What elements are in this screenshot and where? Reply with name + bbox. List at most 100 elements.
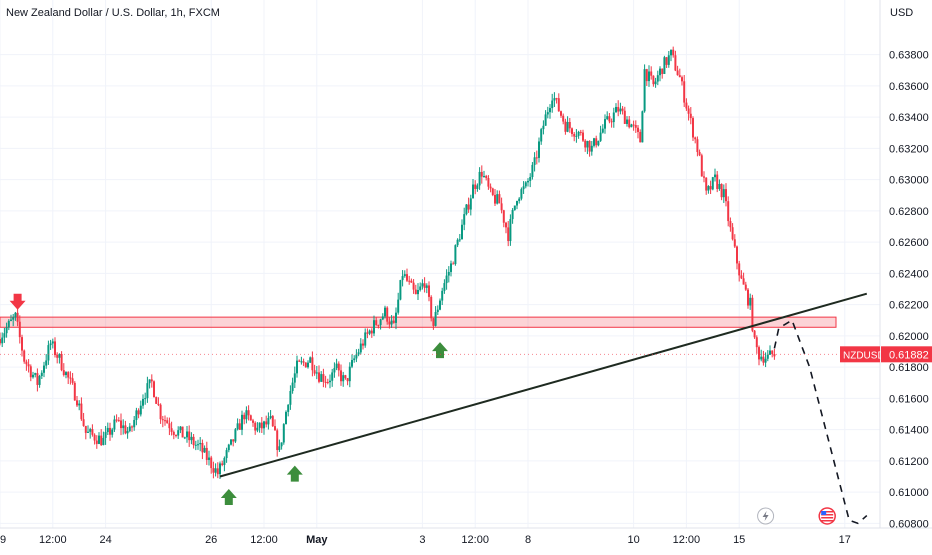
candle-body bbox=[326, 381, 329, 383]
candle bbox=[329, 374, 331, 389]
candle-body bbox=[665, 57, 668, 65]
candle bbox=[43, 361, 45, 378]
candle bbox=[414, 284, 417, 295]
candle-body bbox=[337, 363, 340, 371]
candle-body bbox=[104, 432, 107, 438]
candle bbox=[120, 413, 122, 436]
events[interactable] bbox=[757, 507, 836, 525]
candle bbox=[146, 376, 149, 403]
candle bbox=[260, 417, 263, 433]
candle-body bbox=[452, 263, 455, 265]
candle-body bbox=[285, 411, 287, 425]
candle-body bbox=[329, 380, 331, 383]
y-tick-label: 0.63400 bbox=[889, 112, 929, 124]
candle-body bbox=[608, 116, 611, 122]
candle-body bbox=[71, 378, 74, 383]
candle bbox=[307, 360, 309, 369]
candle bbox=[683, 75, 686, 107]
candle-body bbox=[564, 121, 567, 132]
candle bbox=[56, 352, 59, 364]
symbol-tag[interactable] bbox=[840, 346, 880, 363]
candle bbox=[417, 283, 419, 301]
x-axis[interactable]: 19 12:00 24 26 12:00 May 3 12:00 8 10 12:00 15 17 bbox=[0, 527, 932, 546]
candle-body bbox=[18, 321, 21, 338]
candle-body bbox=[419, 286, 422, 291]
candle-body bbox=[456, 239, 459, 246]
candle bbox=[676, 65, 679, 76]
candle-body bbox=[331, 372, 334, 381]
candle bbox=[665, 56, 668, 69]
candle bbox=[454, 244, 457, 266]
candle-body bbox=[573, 133, 576, 137]
candle-body bbox=[764, 358, 767, 363]
candle-body bbox=[82, 419, 85, 426]
candle-body bbox=[102, 437, 105, 446]
candle-body bbox=[381, 316, 384, 320]
candle-body bbox=[656, 75, 659, 82]
candle-body bbox=[216, 468, 219, 475]
candles bbox=[0, 46, 776, 480]
candle bbox=[564, 118, 567, 135]
candle-body bbox=[386, 307, 389, 322]
candle bbox=[430, 295, 433, 322]
candle bbox=[755, 335, 758, 354]
candle-body bbox=[230, 439, 232, 445]
candle bbox=[326, 378, 329, 385]
candle bbox=[148, 379, 151, 389]
candle bbox=[78, 400, 81, 411]
candle bbox=[296, 355, 298, 378]
down-arrow-icon bbox=[9, 293, 26, 310]
candle bbox=[500, 197, 503, 214]
candle bbox=[571, 127, 573, 137]
candle bbox=[285, 410, 287, 425]
candle bbox=[342, 371, 345, 387]
candle bbox=[696, 136, 699, 157]
candle-body bbox=[617, 106, 620, 112]
last-price-tag[interactable] bbox=[881, 346, 932, 363]
candle-body bbox=[535, 157, 538, 159]
candle bbox=[529, 173, 532, 188]
candle-body bbox=[694, 137, 697, 140]
candle-body bbox=[555, 98, 558, 100]
candle bbox=[659, 66, 661, 82]
candle-body bbox=[751, 297, 754, 331]
candle-body bbox=[368, 330, 371, 334]
candle-body bbox=[443, 283, 446, 291]
candle-body bbox=[766, 354, 769, 359]
candle bbox=[5, 322, 8, 338]
candle-body bbox=[586, 140, 589, 148]
candle bbox=[621, 106, 624, 115]
y-tick-label: 0.61200 bbox=[889, 456, 929, 468]
y-tick-label: 0.62400 bbox=[889, 268, 929, 280]
candle bbox=[60, 351, 63, 372]
candle bbox=[269, 410, 272, 420]
candle-body bbox=[641, 111, 644, 143]
candle bbox=[1, 332, 4, 348]
candle-body bbox=[705, 177, 708, 191]
candle bbox=[298, 359, 301, 363]
candle-body bbox=[370, 330, 373, 334]
candle-body bbox=[729, 221, 732, 228]
candle bbox=[731, 223, 734, 241]
candle bbox=[412, 279, 415, 294]
us-flag-icon[interactable] bbox=[818, 507, 836, 525]
candle-body bbox=[487, 178, 490, 187]
candle bbox=[7, 319, 10, 331]
candle bbox=[265, 415, 268, 428]
candle-body bbox=[98, 435, 100, 444]
candle bbox=[311, 351, 314, 377]
candle bbox=[766, 350, 769, 362]
candle bbox=[223, 456, 226, 472]
candle bbox=[157, 397, 160, 407]
candle-body bbox=[60, 354, 63, 371]
candle bbox=[485, 174, 488, 181]
candle bbox=[516, 200, 518, 210]
x-tick-label: 24 bbox=[99, 534, 111, 546]
candle bbox=[58, 353, 61, 364]
candle-body bbox=[546, 112, 549, 115]
lightning-icon[interactable] bbox=[757, 507, 775, 525]
x-tick-label: 12:00 bbox=[673, 534, 701, 546]
